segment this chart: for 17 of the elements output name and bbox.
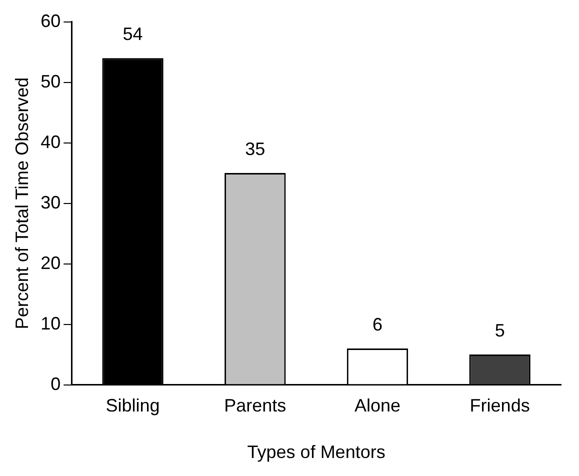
y-tick-label: 0 <box>50 374 61 394</box>
y-tick-label: 60 <box>40 10 61 31</box>
x-axis-title: Types of Mentors <box>247 442 386 462</box>
data-label: 5 <box>494 320 505 341</box>
y-tick-label: 20 <box>40 252 61 273</box>
y-tick-label: 10 <box>40 313 61 334</box>
y-tick-label: 30 <box>40 192 61 212</box>
x-tick-label: Parents <box>224 396 286 416</box>
data-label: 35 <box>245 139 266 160</box>
y-tick-label: 40 <box>40 132 61 152</box>
x-tick-label: Alone <box>354 396 401 416</box>
y-tick-label: 50 <box>40 71 61 92</box>
data-label: 54 <box>122 24 143 44</box>
x-tick-label: Sibling <box>106 396 160 416</box>
y-axis-title: Percent of Total Time Observed <box>12 77 32 330</box>
x-tick-label: Friends <box>470 396 530 416</box>
data-label: 6 <box>372 314 382 334</box>
